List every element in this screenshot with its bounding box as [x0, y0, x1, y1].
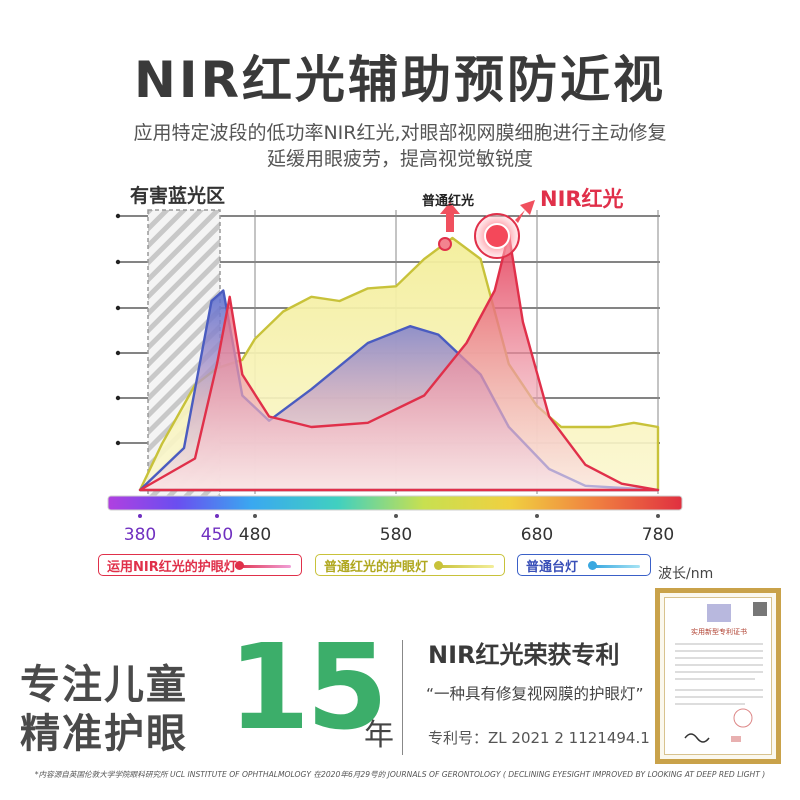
certificate-content-icon: 实用新型专利证书	[675, 602, 767, 743]
normal-red-arrow-icon	[440, 202, 460, 232]
legend-nir-lamp-label: 运用NIR红光的护眼灯	[107, 559, 237, 575]
x-tick-dot	[215, 514, 219, 518]
legend-desk-line	[594, 565, 640, 568]
grid-dot	[115, 213, 121, 219]
patent-number: 专利号：ZL 2021 2 1121494.1	[428, 729, 650, 747]
legend-desk-lamp-label: 普通台灯	[526, 559, 579, 575]
x-tick-label: 480	[239, 525, 271, 545]
divider	[402, 640, 403, 755]
x-tick-dot	[138, 514, 142, 518]
x-tick-dot	[253, 514, 257, 518]
x-tick-label: 380	[124, 525, 156, 545]
x-tick-label: 780	[642, 525, 674, 545]
peak-markers	[438, 200, 535, 259]
wavelength-spectrum-bar	[107, 495, 683, 511]
legend-desk-lamp: 普通台灯	[517, 554, 651, 576]
spectrum-chart: 有害蓝光区 普通红光 NIR红光 380 450 480 580 680 780	[107, 184, 683, 545]
x-tick-labels: 380 450 480 580 680 780	[124, 514, 674, 545]
x-tick-dot	[535, 514, 539, 518]
subtitle-line-1: 应用特定波段的低功率NIR红光,对眼部视网膜细胞进行主动修复	[133, 122, 667, 144]
patent-heading: NIR红光荣获专利	[428, 641, 620, 669]
legend-nir-line	[235, 565, 291, 568]
focus-line-2: 精准护眼	[20, 711, 188, 757]
years-unit: 年	[364, 718, 394, 753]
legend-desk-dot	[588, 561, 597, 570]
grid-dot	[115, 350, 121, 356]
legend-normal-red-line	[438, 565, 494, 568]
series-layer	[138, 232, 660, 492]
grid-dot	[115, 305, 121, 311]
page-title: NIR红光辅助预防近视	[134, 51, 666, 109]
years-number: 15	[228, 618, 388, 756]
nir-red-arrow-icon	[515, 200, 535, 223]
nir-red-peak-core	[484, 223, 510, 249]
x-axis-unit-label: 波长/nm	[658, 566, 714, 582]
legend-normal-red-dot	[434, 561, 443, 570]
x-tick-dot	[656, 514, 660, 518]
legend-normal-red-lamp: 普通红光的护眼灯	[315, 554, 505, 576]
normal-red-peak-marker	[438, 237, 452, 251]
legend-normal-red-label: 普通红光的护眼灯	[324, 559, 429, 575]
source-footnote: *内容源自英国伦敦大学学院眼科研究所 UCL INSTITUTE OF OPHT…	[34, 770, 766, 779]
focus-line-1: 专注儿童	[20, 662, 188, 708]
x-tick-label: 450	[201, 525, 233, 545]
series-nir-lamp	[138, 232, 660, 492]
grid-dot	[115, 395, 121, 401]
x-tick-label: 580	[380, 525, 412, 545]
patent-name: “一种具有修复视网膜的护眼灯”	[426, 685, 644, 703]
harmful-zone-label: 有害蓝光区	[130, 184, 225, 207]
annotation-normal-red: 普通红光	[422, 193, 474, 209]
patent-certificate-image: 实用新型专利证书	[655, 588, 781, 764]
legend-nir-lamp: 运用NIR红光的护眼灯	[98, 554, 302, 576]
legend-nir-dot	[235, 561, 244, 570]
grid-dot	[115, 259, 121, 265]
annotation-nir-red: NIR红光	[540, 187, 624, 211]
subtitle-line-2: 延缓用眼疲劳，提高视觉敏锐度	[266, 148, 533, 170]
x-tick-dot	[394, 514, 398, 518]
certificate-title: 实用新型专利证书	[691, 627, 747, 636]
grid-dot	[115, 440, 121, 446]
x-tick-label: 680	[521, 525, 553, 545]
